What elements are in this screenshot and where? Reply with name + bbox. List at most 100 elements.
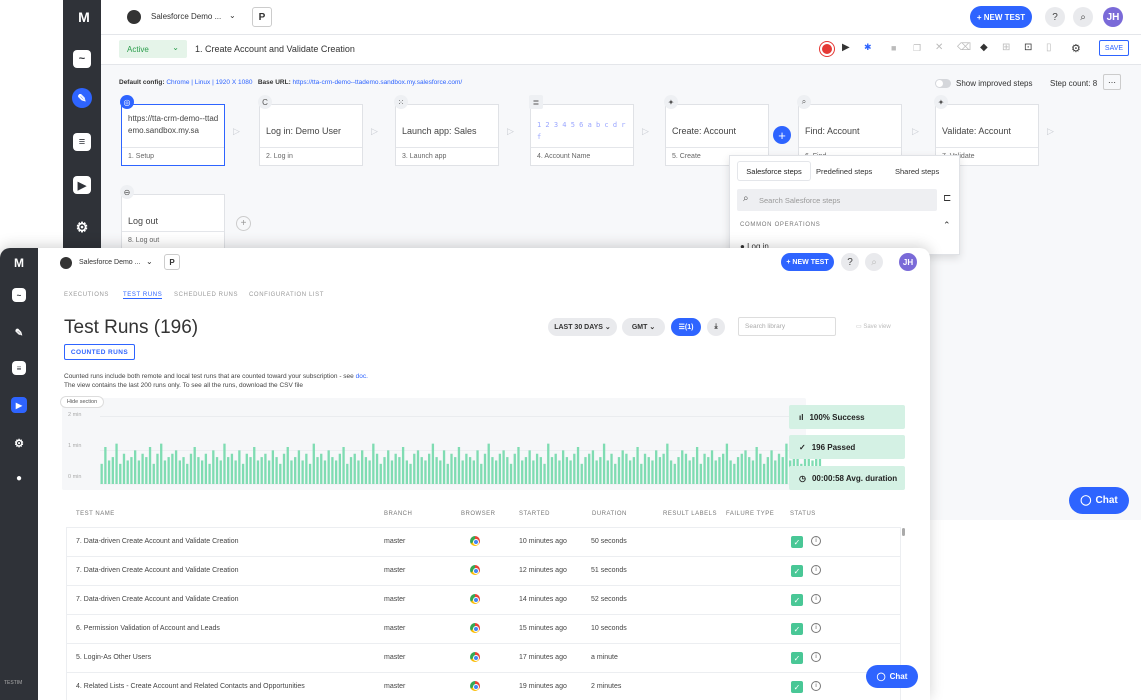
chart-bar[interactable] [547, 443, 550, 484]
chart-bar[interactable] [130, 457, 133, 484]
info-icon[interactable]: i [811, 565, 821, 575]
chart-bar[interactable] [655, 450, 658, 484]
chart-bar[interactable] [535, 453, 539, 484]
chart-bar[interactable] [424, 460, 427, 484]
chart-bar[interactable] [167, 457, 170, 484]
chart-bar[interactable] [454, 457, 457, 484]
new-test-button[interactable]: + NEW TEST [970, 6, 1032, 28]
chart-bar[interactable] [383, 457, 386, 484]
chart-bar[interactable] [204, 453, 208, 484]
chart-bar[interactable] [677, 457, 680, 484]
chart-bar[interactable] [387, 450, 390, 484]
chart-bar[interactable] [238, 450, 241, 484]
chart-bar[interactable] [227, 457, 230, 484]
branch-icon[interactable]: P [164, 254, 180, 270]
chart-bar[interactable] [308, 463, 312, 484]
date-range-dropdown[interactable]: LAST 30 DAYS ⌄ [548, 318, 617, 336]
chart-bar[interactable] [145, 457, 148, 484]
chart-bar[interactable] [625, 453, 628, 484]
chart-bar[interactable] [163, 460, 167, 484]
chart-bar[interactable] [744, 450, 747, 484]
stop-icon[interactable]: ■ [891, 43, 897, 53]
chart-bar[interactable] [703, 453, 706, 484]
edit-icon[interactable]: ✎ [14, 327, 24, 339]
copy-icon[interactable]: ❐ [913, 43, 922, 53]
chevron-up-icon[interactable]: ⌃ [943, 220, 951, 230]
chart-bar[interactable] [104, 447, 107, 484]
tab-configuration-list[interactable]: CONFIGURATION LIST [249, 292, 325, 298]
chart-bar[interactable] [643, 453, 647, 484]
chart-bar[interactable] [141, 453, 144, 484]
branch-icon[interactable]: P [252, 7, 272, 27]
config-value[interactable]: Chrome | Linux | 1920 X 1080 [166, 79, 253, 86]
add-step-button-end[interactable]: + [236, 216, 251, 231]
chart-bar[interactable] [450, 453, 453, 484]
save-view-button[interactable]: ▭ Save view [856, 323, 891, 330]
column-header[interactable]: TEST NAME [76, 511, 115, 517]
chart-bar[interactable] [401, 447, 405, 484]
tab-shared-steps[interactable]: Shared steps [895, 167, 940, 176]
chart-bar[interactable] [554, 453, 557, 484]
add-group-icon[interactable]: ⊡ [1024, 42, 1033, 53]
chart-bar[interactable] [390, 460, 394, 484]
chart-bar[interactable] [357, 460, 360, 484]
chart-bar[interactable] [219, 460, 222, 484]
chart-bar[interactable] [543, 463, 546, 484]
chart-bar[interactable] [669, 460, 673, 484]
chart-bar[interactable] [565, 457, 569, 484]
column-header[interactable]: STATUS [790, 511, 816, 517]
chart-bar[interactable] [692, 457, 695, 484]
chart-bar[interactable] [461, 460, 464, 484]
chart-bar[interactable] [137, 460, 141, 484]
chart-bar[interactable] [346, 463, 349, 484]
chart-bar[interactable] [472, 460, 475, 484]
chart-bar[interactable] [398, 457, 401, 484]
table-row[interactable]: 4. Related Lists - Create Account and Re… [66, 673, 901, 700]
tab-salesforce-steps[interactable]: Salesforce steps [738, 162, 810, 180]
chart-bar[interactable] [189, 453, 193, 484]
help-button[interactable]: ? [841, 253, 859, 271]
chart-bar[interactable] [785, 443, 788, 484]
record-icon[interactable] [820, 42, 834, 56]
chart-bar[interactable] [628, 460, 632, 484]
new-test-button[interactable]: + NEW TEST [781, 253, 834, 271]
timezone-dropdown[interactable]: GMT ⌄ [622, 318, 665, 336]
list-icon[interactable]: ≡ [73, 133, 91, 151]
runs-icon[interactable]: ▶ [11, 397, 27, 413]
search-input[interactable]: Search library [738, 317, 836, 336]
chart-bar[interactable] [111, 457, 114, 484]
list-icon[interactable]: ≡ [12, 361, 26, 375]
chart-bar[interactable] [468, 457, 472, 484]
chart-bar[interactable] [256, 460, 260, 484]
chart-bar[interactable] [394, 453, 397, 484]
chart-bar[interactable] [610, 453, 613, 484]
settings-icon[interactable]: ⚙ [14, 437, 24, 450]
step-log-out[interactable]: ⊖ Log out 8. Log out [120, 185, 225, 254]
chart-bar[interactable] [606, 460, 609, 484]
doc-link[interactable]: doc. [355, 373, 368, 380]
chart-bar[interactable] [561, 450, 565, 484]
download-icon[interactable]: ⤓ [707, 318, 725, 336]
chart-bar[interactable] [208, 463, 211, 484]
counted-runs-button[interactable]: COUNTED RUNS [64, 344, 135, 360]
chart-bar[interactable] [762, 463, 766, 484]
avatar[interactable]: JH [899, 253, 917, 271]
info-icon[interactable]: i [811, 681, 821, 691]
chart-bar[interactable] [431, 443, 435, 484]
chart-bar[interactable] [532, 460, 535, 484]
chart-bar[interactable] [595, 460, 598, 484]
tab-predefined-steps[interactable]: Predefined steps [816, 167, 873, 176]
chart-bar[interactable] [223, 443, 226, 484]
hide-section-button[interactable]: Hide section [60, 396, 104, 408]
tab-scheduled-runs[interactable]: SCHEDULED RUNS [174, 292, 239, 298]
chart-bar[interactable] [267, 460, 271, 484]
chart-bar[interactable] [334, 460, 338, 484]
tag-icon[interactable]: ◆ [980, 42, 988, 53]
chart-bar[interactable] [681, 450, 684, 484]
chart-bar[interactable] [349, 457, 353, 484]
chart-bar[interactable] [636, 447, 639, 484]
base-url-value[interactable]: https://tta-crm-demo--ttademo.sandbox.my… [292, 79, 463, 86]
chart-bar[interactable] [439, 460, 442, 484]
chart-bar[interactable] [558, 460, 561, 484]
chart-bar[interactable] [781, 457, 784, 484]
